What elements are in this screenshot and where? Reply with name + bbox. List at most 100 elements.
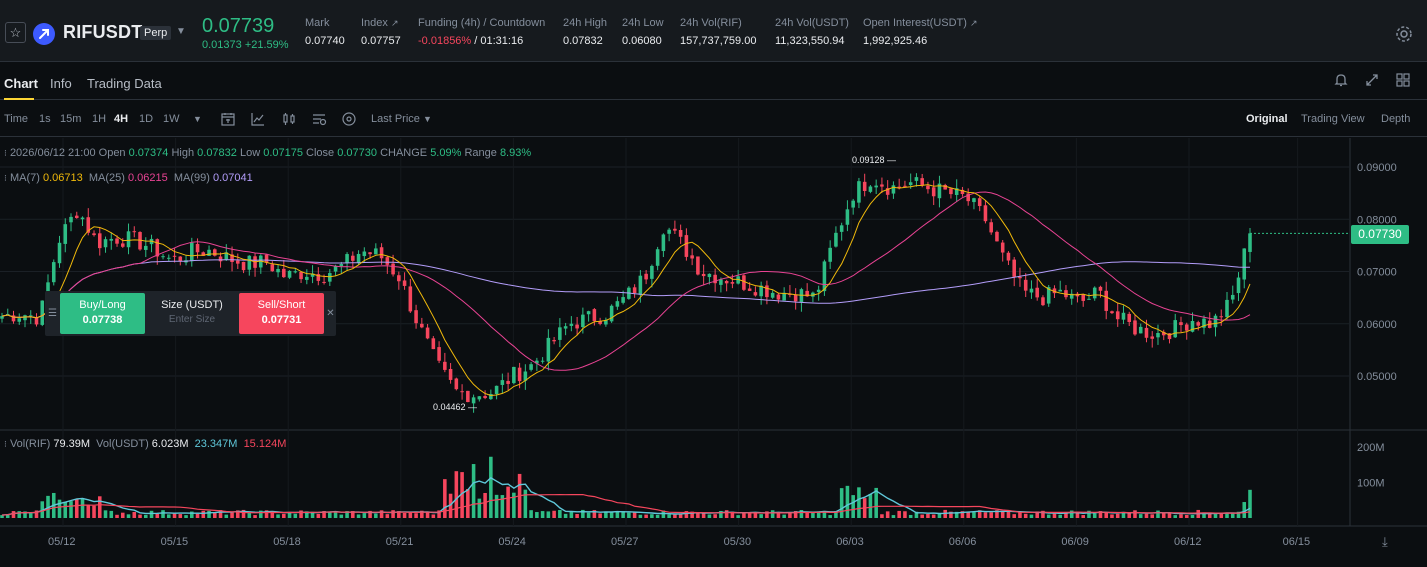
price-type-select[interactable]: Last Price ▼ (371, 113, 432, 125)
candle-body (552, 339, 556, 342)
volume-bar (914, 511, 919, 518)
candlestick-icon[interactable] (281, 111, 297, 127)
candle-body (920, 178, 924, 186)
symbol-name[interactable]: RIFUSDT (63, 22, 143, 42)
candle-body (563, 326, 568, 329)
price-change: 0.01373 +21.59% (202, 39, 289, 51)
volume-bar (17, 511, 22, 518)
candle-body (402, 280, 407, 286)
chevron-down-icon[interactable]: ▼ (176, 26, 186, 37)
volume-bar (1190, 514, 1195, 518)
volume-bar (615, 511, 620, 518)
bell-icon[interactable] (1333, 72, 1349, 88)
calendar-icon[interactable] (220, 111, 236, 127)
candle-body (132, 231, 137, 233)
volume-bar (1202, 512, 1206, 518)
candle-body (443, 361, 447, 370)
tab-info[interactable]: Info (50, 76, 72, 91)
time-tick-label: 05/21 (386, 536, 414, 548)
candle-body (581, 314, 585, 328)
candle-body (477, 396, 482, 400)
drag-handle-icon[interactable]: ☰ (48, 308, 57, 319)
volume-bar (28, 513, 33, 518)
interval-time[interactable]: Time (4, 113, 29, 125)
volume-bar (1236, 511, 1241, 518)
view-original[interactable]: Original (1246, 113, 1288, 125)
candle-body (322, 281, 326, 283)
volume-bar (34, 510, 39, 518)
volume-bar (598, 513, 602, 518)
buy-long-button[interactable]: Buy/Long 0.07738 (60, 293, 145, 334)
star-icon[interactable]: ☆ (5, 22, 26, 43)
volume-bar (839, 488, 844, 518)
volume-bar (149, 510, 154, 518)
interval-1s[interactable]: 1s (39, 113, 51, 125)
candle-body (506, 380, 510, 384)
volume-bar (966, 511, 970, 518)
interval-15m[interactable]: 15m (60, 113, 82, 125)
layout-grid-icon[interactable] (1395, 72, 1411, 88)
volume-bar (575, 513, 579, 518)
volume-bar (236, 510, 240, 518)
price-chart[interactable]: 0.09000 0.08000 0.07000 0.06000 0.05000 200M 1… (0, 138, 1427, 567)
stat-open-interest[interactable]: Open Interest(USDT) ↗ 1,992,925.46 (863, 17, 978, 47)
volume-bar (230, 512, 234, 518)
tab-trading-data[interactable]: Trading Data (87, 76, 162, 91)
candle-body (276, 268, 280, 273)
close-icon[interactable]: ✕ (326, 308, 335, 319)
candle-body (885, 188, 890, 195)
time-tick-label: 06/15 (1283, 536, 1311, 548)
stat-index[interactable]: Index ↗ 0.07757 (361, 17, 401, 47)
gear-icon[interactable] (1395, 25, 1413, 43)
candle-body (1023, 279, 1028, 291)
expand-icon[interactable] (1364, 72, 1380, 88)
sell-short-button[interactable]: Sell/Short 0.07731 (239, 293, 324, 334)
candle-body (471, 397, 476, 404)
candle-body (1236, 277, 1241, 294)
candle-body (1156, 332, 1160, 338)
volume-bar (960, 511, 965, 518)
candle-body (834, 232, 838, 247)
volume-bar (477, 498, 482, 518)
candle-body (569, 323, 574, 326)
volume-bar (213, 512, 217, 518)
chevron-down-icon[interactable]: ▼ (193, 114, 202, 124)
candle-body (218, 256, 223, 262)
volume-bar (408, 512, 413, 518)
interval-4h[interactable]: 4H (114, 113, 129, 125)
interval-1d[interactable]: 1D (139, 113, 154, 125)
interval-1w[interactable]: 1W (163, 113, 180, 125)
volume-bar (788, 512, 792, 518)
candle-body (972, 198, 976, 203)
volume-bar (483, 492, 487, 518)
view-depth[interactable]: Depth (1381, 113, 1411, 125)
candle-body (667, 229, 671, 234)
view-trading-view[interactable]: Trading View (1301, 113, 1365, 125)
volume-bar (379, 510, 384, 518)
interval-toolbar: Time 1s 15m 1H 4H 1D 1W ▼ Last Price ▼ O… (0, 101, 1427, 137)
volume-bar (287, 512, 292, 518)
tab-chart[interactable]: Chart (4, 76, 38, 91)
volume-bar (776, 512, 781, 518)
chart-area[interactable]: 0.09000 0.08000 0.07000 0.06000 0.05000 200M 1… (0, 138, 1427, 567)
interval-1h[interactable]: 1H (92, 113, 107, 125)
stat-mark: Mark 0.07740 (305, 17, 345, 47)
volume-bar (655, 514, 660, 518)
chart-settings-icon[interactable] (311, 111, 327, 127)
volume-bar (339, 514, 344, 518)
volume-bar (0, 515, 4, 518)
candle-body (195, 243, 200, 253)
candle-body (126, 231, 131, 248)
volume-bar (500, 495, 505, 518)
candle-body (333, 265, 338, 272)
volume-bar (799, 510, 804, 518)
candle-body (368, 252, 372, 255)
candle-body (707, 273, 712, 278)
volume-bar (857, 487, 861, 518)
indicator-icon[interactable] (250, 111, 266, 127)
candle-body (684, 235, 689, 257)
candle-body (880, 184, 884, 187)
candle-body (69, 216, 73, 223)
settings-icon[interactable] (341, 111, 357, 127)
size-input[interactable] (152, 314, 232, 325)
